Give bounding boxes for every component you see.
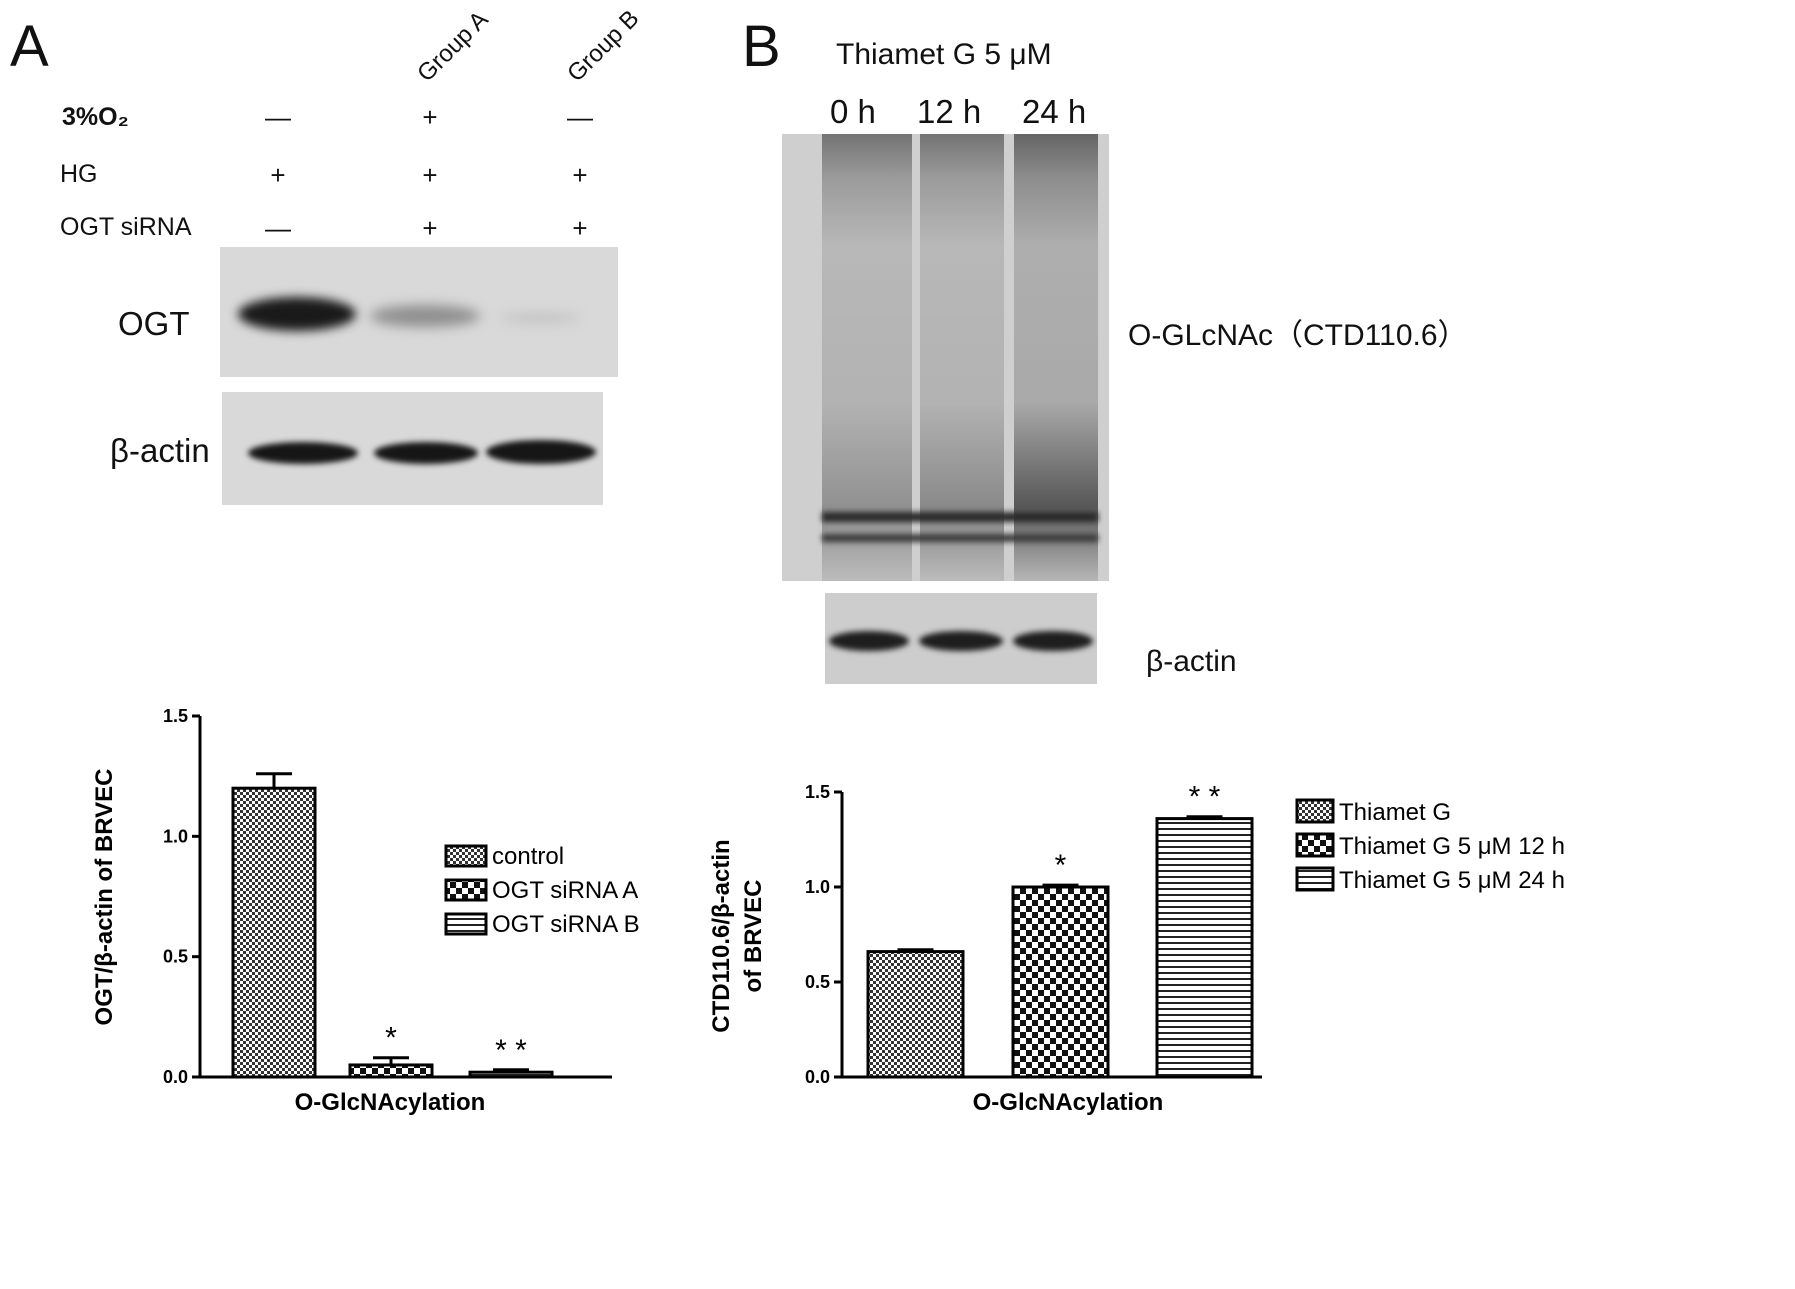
bar bbox=[866, 950, 965, 1079]
timepoint-12h: 12 h bbox=[917, 93, 982, 130]
blot-band bbox=[500, 313, 580, 323]
bar bbox=[348, 1063, 434, 1079]
ogt-blot bbox=[220, 247, 618, 377]
condition-sign: — bbox=[265, 213, 291, 243]
x-axis-title: O-GlcNAcylation bbox=[295, 1089, 486, 1116]
legend-swatch bbox=[1295, 832, 1335, 858]
legend-swatch bbox=[444, 878, 488, 902]
legend-swatch bbox=[444, 844, 488, 868]
y-tick-label: 1.0 bbox=[163, 826, 188, 846]
x-axis-title: O-GlcNAcylation bbox=[973, 1089, 1164, 1116]
timepoint-24h: 24 h bbox=[1022, 93, 1087, 130]
treatment-label: Thiamet G 5 μM bbox=[836, 38, 1052, 71]
legend-swatch bbox=[1295, 866, 1335, 892]
y-tick-label: 1.5 bbox=[163, 706, 188, 726]
o-glcnac-blot bbox=[782, 134, 1109, 581]
condition-sign: + bbox=[422, 213, 438, 243]
legend-label: control bbox=[492, 843, 564, 870]
blot-band bbox=[829, 631, 909, 651]
bar bbox=[1011, 885, 1110, 1079]
y-tick-label: 0.0 bbox=[805, 1067, 830, 1087]
blot-band bbox=[238, 297, 356, 331]
chart-b: 0.0 0.5 1.0 1.5 * * * O-GlcNAcylation CTD110.6/… bbox=[708, 781, 1565, 1116]
legend-swatch bbox=[1295, 798, 1335, 824]
panel-a-letter: A bbox=[10, 14, 49, 79]
condition-sign: — bbox=[567, 102, 593, 132]
legend-label: Thiamet G 5 μM 12 h bbox=[1339, 833, 1565, 860]
condition-sign: + bbox=[270, 160, 286, 190]
blot-band bbox=[374, 442, 478, 464]
actin-blot-b bbox=[825, 593, 1097, 684]
significance-marker: * bbox=[385, 1022, 397, 1055]
condition-sign: — bbox=[265, 102, 291, 132]
blot-band bbox=[822, 512, 1098, 522]
blot-lane bbox=[920, 134, 1004, 581]
condition-label-oxygen: 3%O₂ bbox=[62, 103, 129, 131]
actin-blot-label-b: β-actin bbox=[1146, 645, 1237, 678]
chart-a: 0.0 0.5 1.0 1.5 * * * O-GlcNAcylation OGT/β-act… bbox=[91, 706, 640, 1116]
panel-b-letter: B bbox=[742, 14, 781, 79]
legend-label: Thiamet G 5 μM 24 h bbox=[1339, 867, 1565, 894]
blot-band bbox=[1013, 631, 1093, 651]
y-axis-title: CTD110.6/β-actin bbox=[708, 839, 735, 1032]
blot-band bbox=[486, 440, 596, 464]
significance-marker: * * bbox=[495, 1034, 527, 1067]
bar bbox=[231, 786, 317, 1079]
y-axis-title: OGT/β-actin of BRVEC bbox=[91, 769, 118, 1026]
legend-swatch bbox=[444, 912, 488, 936]
actin-blot-a bbox=[222, 392, 603, 505]
bar bbox=[1155, 817, 1254, 1079]
bar bbox=[468, 1070, 554, 1079]
condition-label-hg: HG bbox=[60, 160, 98, 188]
condition-sign: + bbox=[572, 213, 588, 243]
legend-label: OGT siRNA A bbox=[492, 877, 638, 904]
ogt-blot-label: OGT bbox=[118, 305, 190, 342]
actin-blot-label-a: β-actin bbox=[110, 432, 210, 469]
y-tick-label: 1.5 bbox=[805, 782, 830, 802]
blot-band bbox=[919, 631, 1003, 651]
blot-lane bbox=[822, 134, 912, 581]
blot-lane bbox=[1014, 134, 1098, 581]
y-tick-label: 0.0 bbox=[163, 1067, 188, 1087]
y-tick-label: 0.5 bbox=[805, 972, 830, 992]
condition-label-ogt-sirna: OGT siRNA bbox=[60, 213, 192, 241]
y-axis-title: of BRVEC bbox=[740, 880, 767, 993]
o-glcnac-blot-label: O-GLcNAc（CTD110.6） bbox=[1128, 319, 1468, 352]
blot-band bbox=[822, 534, 1098, 542]
legend-label: OGT siRNA B bbox=[492, 911, 640, 938]
blot-band bbox=[248, 442, 358, 464]
timepoint-0h: 0 h bbox=[830, 93, 876, 130]
condition-sign: + bbox=[422, 102, 438, 132]
condition-sign: + bbox=[572, 160, 588, 190]
significance-marker: * bbox=[1055, 849, 1067, 882]
legend-label: Thiamet G bbox=[1339, 799, 1451, 826]
y-tick-label: 1.0 bbox=[805, 877, 830, 897]
condition-sign: + bbox=[422, 160, 438, 190]
blot-band bbox=[370, 305, 480, 327]
y-tick-label: 0.5 bbox=[163, 947, 188, 967]
significance-marker: * * bbox=[1189, 781, 1221, 814]
